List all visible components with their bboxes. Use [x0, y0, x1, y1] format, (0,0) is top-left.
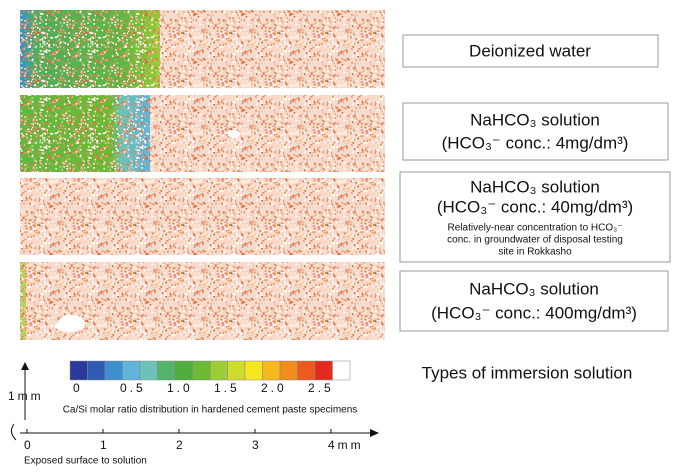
label-box [399, 270, 669, 332]
label: NaHCO₃ solution [469, 279, 599, 298]
scale-tick-label: 2 [176, 438, 186, 452]
scale-tick-label: 4mm [328, 438, 364, 452]
void [228, 130, 240, 138]
scale-tick-label: 1 [100, 438, 110, 452]
curved-arrow [10, 423, 17, 441]
colorbar-tick-label: 1.0 [167, 381, 193, 395]
color-swatch [104, 360, 123, 381]
note: Relatively-near concentration to HCO₃⁻ [448, 223, 623, 234]
color-swatch [314, 360, 333, 381]
label: NaHCO₃ solution [470, 110, 600, 129]
label-box [402, 34, 659, 68]
color-swatch [209, 360, 228, 381]
label: (HCO₃⁻ conc.: 400mg/dm³) [431, 303, 637, 322]
color-swatch [122, 360, 141, 381]
label-box [402, 102, 669, 161]
label: (HCO₃⁻ conc.: 4mg/dm³) [442, 133, 629, 152]
colorbar-tick-label: 2.5 [308, 381, 334, 395]
color-swatch [279, 360, 298, 381]
label: Deionized water [469, 41, 591, 60]
scale-tick-label: 3 [252, 438, 262, 452]
texture [20, 95, 385, 172]
label: NaHCO₃ solution [470, 177, 600, 196]
arrow-head [370, 429, 379, 437]
colorbar-caption: Ca/Si molar ratio distribution in harden… [63, 405, 358, 416]
note: site in Rokkasho [498, 247, 572, 258]
scale: 1mm Exposed surface to solution 0 1 2 3 4mm [8, 362, 379, 467]
color-swatch [139, 360, 158, 381]
color-swatch [262, 360, 281, 381]
color-swatch [87, 360, 106, 381]
color-swatch [227, 360, 246, 381]
label: (HCO₃⁻ conc.: 40mg/dm³) [437, 197, 633, 216]
void [55, 314, 85, 332]
colorbar-tick-label: 0 [73, 381, 83, 395]
scale-tick-label: 0 [24, 438, 34, 452]
heading: Types of immersion solution [422, 363, 633, 382]
texture [20, 178, 385, 255]
color-swatch [69, 360, 88, 381]
colorbar: Ca/Si molar ratio distribution in harden… [63, 360, 358, 416]
color-swatch [157, 360, 176, 381]
label-box [399, 171, 671, 263]
colorbar-tick-label: 0.5 [120, 381, 146, 395]
solution-labels: Deionized water NaHCO₃ solution (HCO₃⁻ c… [399, 34, 671, 382]
note: conc. in groundwater of disposal testing [447, 235, 623, 246]
color-swatch [244, 360, 263, 381]
colorbar-tick-label: 2.0 [261, 381, 287, 395]
arrow-head [21, 362, 29, 370]
color-swatch [174, 360, 193, 381]
scale-caption: Exposed surface to solution [24, 456, 147, 467]
color-swatch [332, 360, 351, 381]
color-swatch [192, 360, 211, 381]
texture [20, 10, 385, 88]
color-swatch [297, 360, 316, 381]
colorbar-tick-label: 1.5 [214, 381, 240, 395]
specimens [20, 10, 385, 340]
vertical-label: 1mm [8, 389, 44, 403]
